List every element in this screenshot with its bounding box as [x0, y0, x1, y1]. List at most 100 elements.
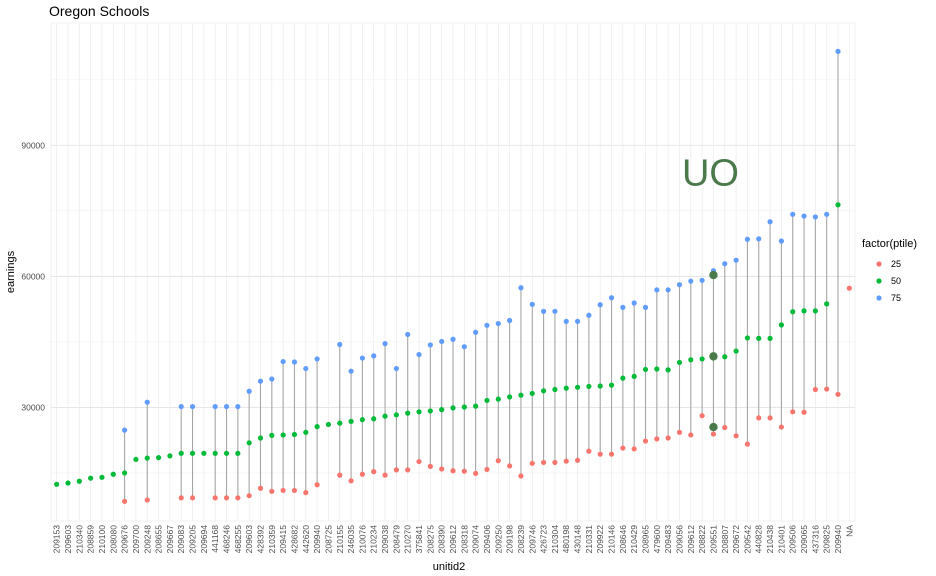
point-p75	[699, 277, 705, 283]
point-p50	[155, 455, 162, 461]
x-tick-label: 437316	[810, 525, 820, 554]
x-tick-label: 209083	[176, 525, 186, 554]
x-tick-label: 208318	[459, 525, 469, 554]
point-p75	[371, 353, 377, 359]
point-p25	[586, 448, 592, 454]
point-p25	[484, 466, 490, 473]
point-p75	[461, 344, 467, 350]
x-tick-label: 209700	[131, 525, 141, 554]
x-tick-label: 210076	[357, 525, 367, 554]
point-p50	[665, 367, 671, 373]
x-tick-label: 428682	[289, 525, 299, 554]
point-p75	[144, 399, 150, 405]
point-p50	[122, 470, 128, 476]
point-p50	[450, 405, 456, 411]
point-p25	[189, 495, 196, 501]
point-p75	[688, 278, 694, 284]
point-p25	[654, 436, 660, 442]
point-p25	[223, 495, 230, 501]
point-p50	[427, 408, 433, 414]
point-p25	[122, 498, 128, 504]
point-p50	[269, 432, 275, 438]
point-p25	[699, 413, 705, 419]
point-p50	[235, 450, 241, 456]
point-p75	[314, 356, 320, 362]
point-p50	[484, 397, 490, 404]
x-tick-label: 209205	[188, 525, 198, 554]
x-tick-label: 208275	[425, 525, 435, 554]
point-p75	[291, 359, 298, 365]
point-p50	[393, 412, 399, 418]
point-p25	[178, 495, 184, 501]
point-p75	[722, 261, 728, 267]
point-p50	[495, 396, 501, 402]
point-p25	[744, 441, 751, 447]
x-tick-label: 209746	[527, 525, 537, 554]
point-p50	[144, 455, 150, 461]
x-tick-label: 209415	[278, 525, 288, 554]
x-tick-label: 468255	[233, 525, 243, 554]
x-tick-label: 209038	[380, 525, 390, 554]
point-p25	[461, 468, 467, 474]
point-p25	[212, 495, 218, 501]
point-p50	[778, 322, 784, 328]
point-p75	[563, 318, 569, 324]
point-p75	[359, 355, 366, 361]
x-tick-label: 209676	[120, 525, 130, 554]
point-p75	[733, 257, 739, 263]
x-tick-label: 209667	[165, 525, 175, 554]
point-p50	[348, 418, 354, 424]
point-p50	[676, 359, 683, 366]
x-tick-label: 209198	[505, 525, 515, 554]
point-p25	[665, 435, 671, 441]
point-p75	[620, 304, 626, 310]
point-p25	[439, 466, 445, 472]
point-p75	[348, 368, 354, 374]
point-p25	[767, 415, 773, 421]
point-p75	[507, 317, 513, 324]
point-p75	[631, 300, 637, 306]
x-tick-label: 208725	[323, 525, 333, 554]
point-p50	[201, 450, 207, 456]
x-tick-label: 209825	[822, 525, 832, 554]
legend-label-75: 75	[891, 293, 901, 303]
point-p75	[189, 403, 196, 410]
x-tick-label: 210155	[335, 525, 345, 554]
point-p75	[665, 287, 671, 293]
point-p25	[473, 470, 479, 476]
point-p25	[303, 490, 309, 496]
point-p50	[359, 417, 366, 423]
legend-items: 25 50 75	[876, 259, 901, 303]
point-p50	[631, 373, 637, 380]
point-p50	[439, 407, 445, 413]
legend-label-25: 25	[891, 259, 901, 269]
point-p75	[642, 304, 649, 310]
point-p50	[699, 356, 705, 362]
point-p25	[722, 424, 728, 431]
point-p75	[778, 238, 784, 244]
point-p25	[790, 409, 796, 415]
point-p50	[518, 392, 524, 398]
point-p25	[597, 451, 603, 457]
highlight-point	[709, 352, 718, 361]
legend: factor(ptile) 25 50 75	[862, 238, 917, 303]
point-p75	[416, 351, 422, 358]
x-tick-label: 209612	[448, 525, 458, 554]
point-p75	[393, 365, 399, 372]
x-tick-label: 210270	[403, 525, 413, 554]
point-p75	[439, 338, 445, 345]
point-p50	[325, 421, 332, 428]
point-p75	[676, 282, 683, 288]
x-tick-label: 209603	[244, 525, 254, 554]
point-p50	[280, 432, 286, 438]
point-p50	[167, 453, 173, 459]
point-p50	[507, 394, 513, 400]
point-p50	[337, 420, 343, 426]
point-p25	[269, 488, 275, 494]
highlight-layer	[709, 270, 718, 432]
x-tick-label: 209603	[63, 525, 73, 554]
point-p50	[540, 388, 547, 394]
point-p25	[450, 468, 456, 474]
point-p25	[835, 391, 841, 397]
